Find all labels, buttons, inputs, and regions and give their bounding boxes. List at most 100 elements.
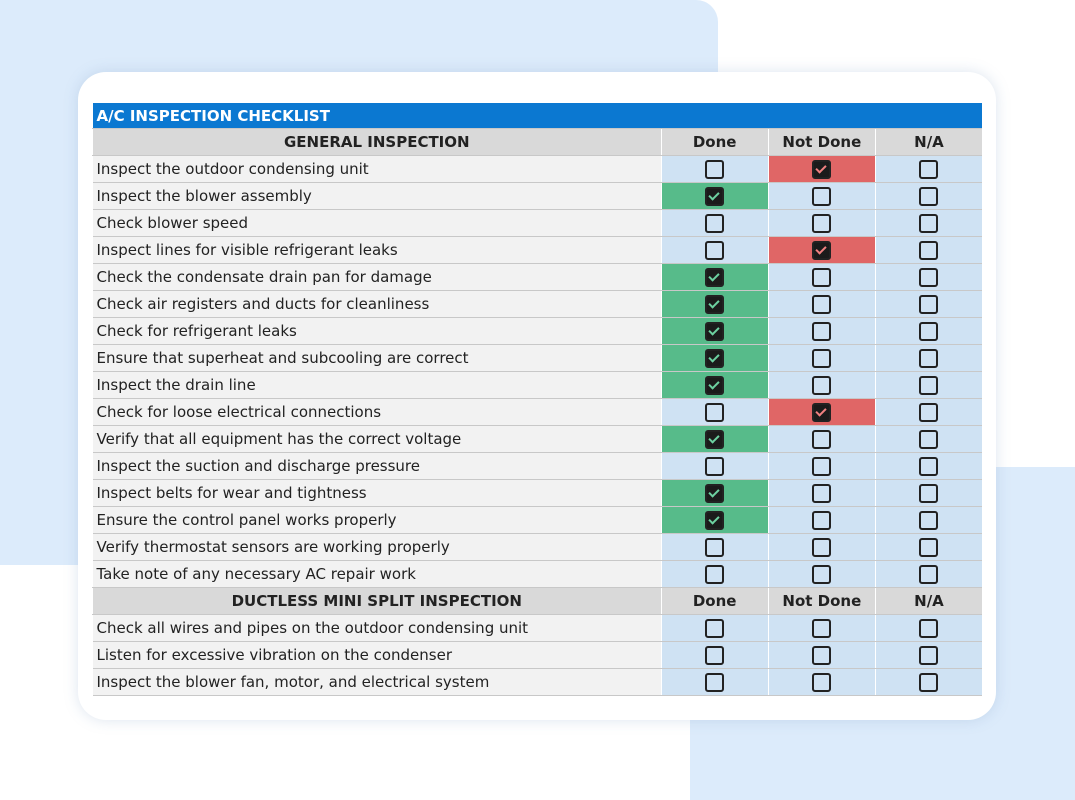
done-cell [660, 371, 769, 399]
done-cell [660, 641, 769, 669]
done-checkbox[interactable] [705, 294, 725, 314]
done-checkbox[interactable] [705, 402, 725, 422]
na-checkbox[interactable] [919, 159, 939, 179]
notdone-cell [767, 155, 876, 183]
task-label: Ensure that superheat and subcooling are… [92, 344, 662, 372]
notdone-cell [767, 290, 876, 318]
na-checkbox[interactable] [919, 240, 939, 260]
na-checkbox[interactable] [919, 267, 939, 287]
notdone-checkbox[interactable] [812, 159, 832, 179]
done-cell [660, 668, 769, 696]
notdone-checkbox[interactable] [812, 537, 832, 557]
done-checkbox[interactable] [705, 321, 725, 341]
notdone-checkbox[interactable] [812, 375, 832, 395]
na-checkbox[interactable] [919, 645, 939, 665]
done-checkbox[interactable] [705, 240, 725, 260]
na-checkbox[interactable] [919, 618, 939, 638]
na-checkbox[interactable] [919, 375, 939, 395]
notdone-cell [767, 452, 876, 480]
na-checkbox[interactable] [919, 321, 939, 341]
column-header: Done [660, 128, 769, 156]
notdone-checkbox[interactable] [812, 564, 832, 584]
na-cell [874, 614, 982, 642]
na-cell [874, 398, 982, 426]
done-cell [660, 614, 769, 642]
notdone-checkbox[interactable] [812, 186, 832, 206]
notdone-checkbox[interactable] [812, 456, 832, 476]
notdone-checkbox[interactable] [812, 483, 832, 503]
done-checkbox[interactable] [705, 483, 725, 503]
task-label: Take note of any necessary AC repair wor… [92, 560, 662, 588]
checklist-row: Check for refrigerant leaks [92, 317, 982, 345]
notdone-checkbox[interactable] [812, 402, 832, 422]
notdone-checkbox[interactable] [812, 294, 832, 314]
notdone-checkbox[interactable] [812, 240, 832, 260]
checklist-row: Take note of any necessary AC repair wor… [92, 560, 982, 588]
na-checkbox[interactable] [919, 564, 939, 584]
task-label: Verify that all equipment has the correc… [92, 425, 662, 453]
notdone-cell [767, 479, 876, 507]
na-cell [874, 533, 982, 561]
done-cell [660, 425, 769, 453]
notdone-checkbox[interactable] [812, 429, 832, 449]
na-cell [874, 290, 982, 318]
notdone-checkbox[interactable] [812, 672, 832, 692]
done-cell [660, 317, 769, 345]
done-checkbox[interactable] [705, 645, 725, 665]
task-label: Check for refrigerant leaks [92, 317, 662, 345]
na-checkbox[interactable] [919, 186, 939, 206]
notdone-checkbox[interactable] [812, 213, 832, 233]
done-checkbox[interactable] [705, 537, 725, 557]
task-label: Check all wires and pipes on the outdoor… [92, 614, 662, 642]
na-cell [874, 155, 982, 183]
na-checkbox[interactable] [919, 510, 939, 530]
na-checkbox[interactable] [919, 456, 939, 476]
task-label: Inspect lines for visible refrigerant le… [92, 236, 662, 264]
na-checkbox[interactable] [919, 213, 939, 233]
na-checkbox[interactable] [919, 672, 939, 692]
done-checkbox[interactable] [705, 456, 725, 476]
na-checkbox[interactable] [919, 429, 939, 449]
na-checkbox[interactable] [919, 537, 939, 557]
done-checkbox[interactable] [705, 618, 725, 638]
done-checkbox[interactable] [705, 348, 725, 368]
na-checkbox[interactable] [919, 402, 939, 422]
column-header: Not Done [767, 128, 876, 156]
task-label: Inspect the drain line [92, 371, 662, 399]
done-checkbox[interactable] [705, 564, 725, 584]
task-label: Check for loose electrical connections [92, 398, 662, 426]
task-label: Inspect the blower fan, motor, and elect… [92, 668, 662, 696]
checklist-row: Ensure the control panel works properly [92, 506, 982, 534]
notdone-checkbox[interactable] [812, 645, 832, 665]
done-cell [660, 290, 769, 318]
notdone-cell [767, 371, 876, 399]
done-checkbox[interactable] [705, 267, 725, 287]
na-cell [874, 479, 982, 507]
done-checkbox[interactable] [705, 672, 725, 692]
checklist-row: Inspect the outdoor condensing unit [92, 155, 982, 183]
column-header: N/A [874, 128, 982, 156]
na-checkbox[interactable] [919, 483, 939, 503]
done-checkbox[interactable] [705, 510, 725, 530]
notdone-checkbox[interactable] [812, 618, 832, 638]
done-cell [660, 533, 769, 561]
checklist-row: Inspect the drain line [92, 371, 982, 399]
na-checkbox[interactable] [919, 294, 939, 314]
done-cell [660, 506, 769, 534]
done-checkbox[interactable] [705, 186, 725, 206]
notdone-checkbox[interactable] [812, 348, 832, 368]
notdone-checkbox[interactable] [812, 267, 832, 287]
task-label: Inspect the suction and discharge pressu… [92, 452, 662, 480]
notdone-checkbox[interactable] [812, 510, 832, 530]
done-checkbox[interactable] [705, 159, 725, 179]
done-checkbox[interactable] [705, 375, 725, 395]
done-checkbox[interactable] [705, 213, 725, 233]
na-cell [874, 263, 982, 291]
done-cell [660, 263, 769, 291]
checklist-row: Inspect belts for wear and tightness [92, 479, 982, 507]
checklist-row: Check blower speed [92, 209, 982, 237]
checklist-row: Check for loose electrical connections [92, 398, 982, 426]
notdone-checkbox[interactable] [812, 321, 832, 341]
done-checkbox[interactable] [705, 429, 725, 449]
na-checkbox[interactable] [919, 348, 939, 368]
